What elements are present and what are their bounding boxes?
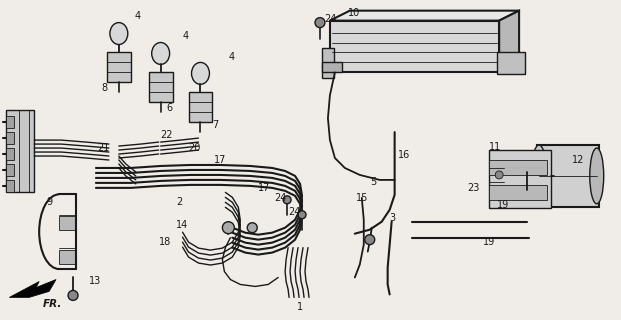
Bar (148, 72, 173, 102)
Text: 20: 20 (189, 143, 201, 153)
Text: 4: 4 (135, 11, 141, 20)
Text: 5: 5 (369, 177, 376, 187)
Text: 23: 23 (468, 183, 479, 193)
Text: 17: 17 (214, 155, 227, 165)
Ellipse shape (531, 145, 547, 207)
Text: 2: 2 (176, 197, 183, 207)
Text: 6: 6 (166, 103, 173, 113)
Polygon shape (499, 11, 519, 72)
Bar (489, 185, 547, 200)
Text: 14: 14 (176, 220, 188, 230)
Circle shape (283, 196, 291, 204)
Bar (59, 250, 75, 264)
Bar (6, 110, 34, 192)
Text: 19: 19 (483, 237, 496, 247)
Circle shape (365, 235, 374, 244)
Text: 3: 3 (389, 213, 396, 223)
Text: 16: 16 (397, 150, 410, 160)
Text: 13: 13 (89, 276, 101, 286)
Bar (537, 145, 599, 207)
Bar (322, 62, 342, 72)
Ellipse shape (191, 62, 209, 84)
Text: 4: 4 (229, 52, 235, 62)
Circle shape (495, 171, 503, 179)
Bar (6, 164, 14, 176)
Text: 21: 21 (97, 143, 109, 153)
Circle shape (298, 211, 306, 219)
Text: 24: 24 (274, 193, 286, 203)
Text: 7: 7 (212, 120, 219, 130)
Bar (524, 167, 542, 185)
Text: 15: 15 (356, 193, 368, 203)
Polygon shape (330, 11, 519, 20)
Bar (489, 150, 551, 208)
Text: 12: 12 (572, 155, 584, 165)
Ellipse shape (110, 23, 128, 44)
Text: 24: 24 (288, 207, 301, 217)
Text: FR.: FR. (43, 300, 63, 309)
Text: 10: 10 (348, 8, 360, 18)
Bar (497, 52, 525, 74)
Ellipse shape (590, 148, 604, 204)
Text: 9: 9 (46, 197, 52, 207)
Text: 19: 19 (497, 200, 509, 210)
Bar (59, 216, 75, 230)
Text: 11: 11 (489, 142, 502, 152)
Bar (189, 92, 212, 122)
Bar (107, 52, 131, 82)
Bar (6, 116, 14, 128)
Circle shape (247, 223, 257, 233)
Text: 18: 18 (158, 237, 171, 247)
Text: 17: 17 (258, 183, 271, 193)
Bar (489, 160, 547, 175)
Circle shape (68, 291, 78, 300)
Bar (322, 49, 334, 78)
Text: 1: 1 (297, 302, 303, 312)
Polygon shape (9, 279, 56, 297)
Text: 24: 24 (324, 14, 337, 24)
Circle shape (222, 222, 234, 234)
Text: 22: 22 (161, 130, 173, 140)
Bar (6, 180, 14, 192)
Bar (6, 148, 14, 160)
Text: 4: 4 (183, 30, 189, 41)
Bar (330, 20, 499, 72)
Text: 8: 8 (101, 83, 107, 93)
Bar (6, 132, 14, 144)
Circle shape (315, 18, 325, 28)
Ellipse shape (152, 43, 170, 64)
